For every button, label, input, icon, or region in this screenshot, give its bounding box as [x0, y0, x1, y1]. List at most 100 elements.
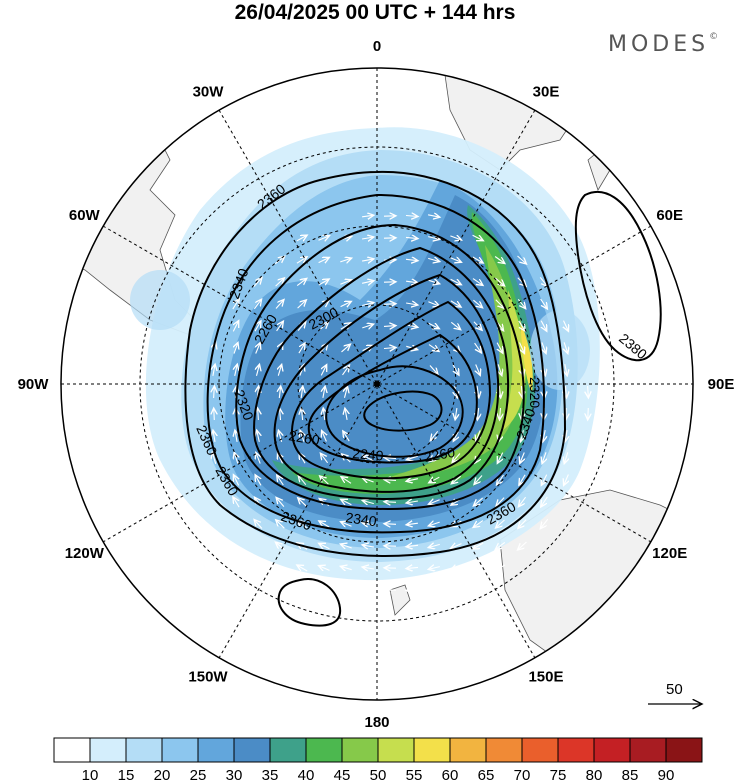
colorbar-tick-label: 45 [334, 767, 351, 782]
wind-vector [253, 299, 261, 310]
wind-vector [588, 385, 589, 398]
wind-vector [340, 589, 352, 592]
shade-15-west-spot [130, 270, 190, 330]
contour-2240 [325, 365, 464, 458]
colorbar-tick-label: 15 [118, 767, 135, 782]
wind-vector [518, 519, 527, 529]
colorbar-tick-label: 55 [406, 767, 423, 782]
wind-vector [427, 215, 440, 217]
colorbar-tick-label: 90 [658, 767, 675, 782]
brand-logo: MODES© [608, 32, 718, 57]
colorbar-tick-label: 30 [226, 767, 243, 782]
wind-vector [477, 407, 478, 420]
wind-vector [345, 386, 348, 398]
wind-vector [450, 566, 462, 570]
new-zealand-land [389, 584, 411, 616]
wind-vector [496, 497, 505, 507]
wind-vector [362, 324, 373, 328]
longitude-label: 60W [69, 207, 101, 224]
contour-label: 2320 [527, 377, 543, 408]
wind-vector [280, 408, 281, 421]
wind-vector [297, 321, 306, 331]
colorbar-swatch [593, 737, 631, 763]
wind-vector [494, 256, 505, 264]
wind-vector [319, 521, 330, 528]
longitude-labels: 0 30E 60E 90E 120E 150E 180 150W 120W 90W 60W 30W [18, 38, 735, 731]
wind-vector [406, 590, 419, 591]
wind-vector [362, 303, 374, 306]
wind-vector [521, 430, 524, 442]
wind-vector [255, 475, 261, 486]
wind-vector [235, 430, 237, 443]
longitude-label: 120E [652, 545, 687, 562]
wind-vector [450, 321, 460, 329]
wind-vector [520, 342, 525, 354]
wind-vector [541, 474, 546, 486]
colorbar-tick-label: 10 [82, 767, 99, 782]
wind-vector [428, 302, 439, 306]
wind-vector [496, 519, 505, 528]
colorbar-tick-label: 35 [262, 767, 279, 782]
wind-vector [213, 430, 215, 442]
wind-vector [300, 430, 304, 442]
wind-vector [566, 385, 567, 398]
wind-vector [495, 277, 504, 286]
colorbar-tick-label: 20 [154, 767, 171, 782]
wind-vector [345, 408, 347, 421]
wind-vector [341, 344, 351, 353]
longitude-label: 90W [18, 376, 50, 393]
colorbar-tick-label: 65 [478, 767, 495, 782]
wind-vector [565, 363, 567, 376]
wind-vector [405, 325, 418, 328]
longitude-label: 150W [188, 669, 228, 686]
wind-reference: 50 [648, 681, 702, 704]
wind-vector [323, 386, 325, 399]
wind-vector [428, 323, 440, 328]
wind-vector [541, 496, 548, 507]
wind-vector [383, 304, 396, 305]
wind-vector [495, 299, 504, 309]
colorbar-swatch [521, 737, 559, 763]
wind-vector [320, 476, 329, 485]
colorbar-tick-label: 50 [370, 767, 387, 782]
wind-vector [428, 344, 439, 352]
wind-vector [495, 564, 506, 571]
wind-vector [474, 342, 482, 353]
longitude-label: 150E [528, 669, 563, 686]
wind-vector [450, 300, 461, 307]
wind-vector [361, 259, 374, 261]
wind-vector [588, 407, 589, 420]
wind-vector [384, 457, 397, 458]
wind-vector [383, 326, 396, 327]
wind-vector [296, 278, 307, 287]
wind-vector [499, 385, 500, 398]
wind-vector [232, 299, 239, 310]
wind-vector [405, 259, 418, 260]
wind-vector [340, 323, 351, 330]
wind-vector [278, 364, 281, 376]
colorbar-swatch [377, 737, 415, 763]
wind-vector [476, 364, 481, 376]
wind-vector [451, 544, 462, 549]
wind-vector [296, 235, 307, 241]
wind-vector [451, 475, 462, 484]
colorbar-swatch [557, 737, 595, 763]
wind-vector [321, 365, 326, 376]
contour-label: 2240 [352, 445, 385, 464]
colorbar-swatch [197, 737, 235, 763]
wind-vector [520, 452, 525, 464]
wind-vector [476, 430, 480, 441]
wind-vector [565, 429, 567, 442]
wind-vector [341, 499, 352, 504]
colorbar-swatch [413, 737, 451, 763]
wind-vector [212, 452, 215, 464]
wind-vector [318, 236, 330, 241]
wind-vector [361, 281, 374, 284]
wind-vector [497, 474, 504, 485]
wind-vector [234, 452, 238, 464]
wind-vector [428, 589, 441, 591]
colorbar-swatch [53, 737, 91, 763]
wind-vector [301, 386, 303, 398]
wind-vector [383, 348, 396, 349]
wind-vector [542, 452, 546, 463]
